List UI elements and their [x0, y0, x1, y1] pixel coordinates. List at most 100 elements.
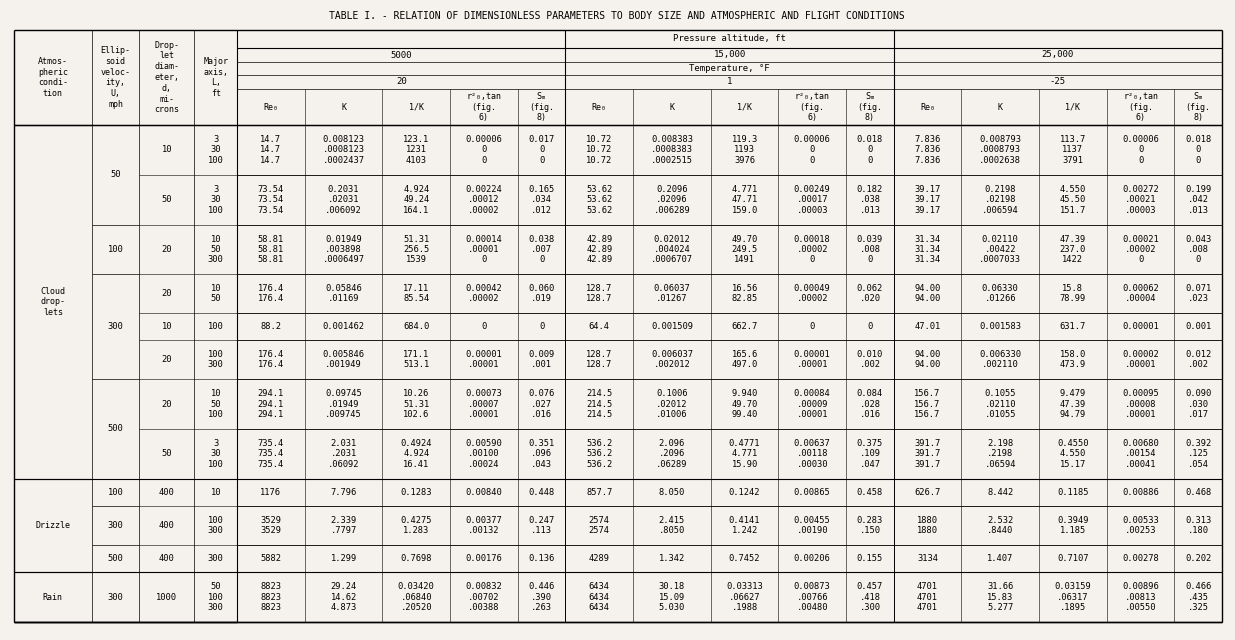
Text: r²₀,tan
(fig.
6): r²₀,tan (fig. 6)	[1123, 92, 1158, 122]
Text: 10.72
10.72
10.72: 10.72 10.72 10.72	[587, 135, 613, 165]
Text: 0.2031
.02031
.006092: 0.2031 .02031 .006092	[325, 185, 362, 214]
Text: 100: 100	[107, 488, 124, 497]
Text: 2574
2574: 2574 2574	[589, 516, 610, 535]
Text: 16.56
82.85: 16.56 82.85	[731, 284, 758, 303]
Text: 0.00873
.00766
.00480: 0.00873 .00766 .00480	[794, 582, 831, 612]
Text: 0.00073
.00007
.00001: 0.00073 .00007 .00001	[466, 389, 503, 419]
Text: Rain: Rain	[43, 593, 63, 602]
Text: 0.00840: 0.00840	[466, 488, 503, 497]
Text: 2.031
.2031
.06092: 2.031 .2031 .06092	[327, 439, 359, 468]
Text: Re₀: Re₀	[920, 102, 935, 111]
Text: 0.00832
.00702
.00388: 0.00832 .00702 .00388	[466, 582, 503, 612]
Text: 1/K: 1/K	[737, 102, 752, 111]
Text: 0.00896
.00813
.00550: 0.00896 .00813 .00550	[1123, 582, 1158, 612]
Text: 2.415
.8050: 2.415 .8050	[658, 516, 685, 535]
Text: 0.00006
0
0: 0.00006 0 0	[794, 135, 831, 165]
Text: 1/K: 1/K	[1066, 102, 1081, 111]
Text: 400: 400	[159, 521, 175, 530]
Text: 0.039
.008
0: 0.039 .008 0	[857, 235, 883, 264]
Text: 214.5
214.5
214.5: 214.5 214.5 214.5	[587, 389, 613, 419]
Text: 2.198
.2198
.06594: 2.198 .2198 .06594	[984, 439, 1016, 468]
Text: 64.4: 64.4	[589, 323, 610, 332]
Text: 0: 0	[538, 323, 545, 332]
Text: 15.8
78.99: 15.8 78.99	[1060, 284, 1086, 303]
Text: 0: 0	[867, 323, 872, 332]
Text: 0.00006
0
0: 0.00006 0 0	[466, 135, 503, 165]
Text: 0.1242: 0.1242	[729, 488, 761, 497]
Text: 4701
4701
4701: 4701 4701 4701	[918, 582, 939, 612]
Text: 0.00206: 0.00206	[794, 554, 831, 563]
Text: 735.4
735.4
735.4: 735.4 735.4 735.4	[258, 439, 284, 468]
Text: 0.458: 0.458	[857, 488, 883, 497]
Text: 0.084
.028
.016: 0.084 .028 .016	[857, 389, 883, 419]
Text: 39.17
39.17
39.17: 39.17 39.17 39.17	[914, 185, 941, 214]
Text: 0.165
.034
.012: 0.165 .034 .012	[529, 185, 555, 214]
Text: 0.446
.390
.263: 0.446 .390 .263	[529, 582, 555, 612]
Text: 0.00042
.00002: 0.00042 .00002	[466, 284, 503, 303]
Text: K: K	[998, 102, 1003, 111]
Text: 0.00001
.00001: 0.00001 .00001	[466, 350, 503, 369]
Text: 0.155: 0.155	[857, 554, 883, 563]
Text: K: K	[341, 102, 346, 111]
Text: 31.66
15.83
5.277: 31.66 15.83 5.277	[987, 582, 1014, 612]
Text: Re₀: Re₀	[263, 102, 278, 111]
Text: 7.796: 7.796	[331, 488, 357, 497]
Text: 0.008123
.0008123
.0002437: 0.008123 .0008123 .0002437	[322, 135, 364, 165]
Text: 0.00533
.00253: 0.00533 .00253	[1123, 516, 1158, 535]
Text: 1/K: 1/K	[409, 102, 424, 111]
Text: 42.89
42.89
42.89: 42.89 42.89 42.89	[587, 235, 613, 264]
Text: 4.771
47.71
159.0: 4.771 47.71 159.0	[731, 185, 758, 214]
Text: 3
30
100: 3 30 100	[207, 185, 224, 214]
Text: 0.7107: 0.7107	[1057, 554, 1088, 563]
Text: 0.466
.435
.325: 0.466 .435 .325	[1186, 582, 1212, 612]
Text: Atmos-
pheric
condi-
tion: Atmos- pheric condi- tion	[38, 57, 68, 98]
Text: 158.0
473.9: 158.0 473.9	[1060, 350, 1086, 369]
Text: 0.375
.109
.047: 0.375 .109 .047	[857, 439, 883, 468]
Text: 0.017
0
0: 0.017 0 0	[529, 135, 555, 165]
Text: 7.836
7.836
7.836: 7.836 7.836 7.836	[914, 135, 941, 165]
Text: 0.043
.008
0: 0.043 .008 0	[1186, 235, 1212, 264]
Text: 14.7
14.7
14.7: 14.7 14.7 14.7	[261, 135, 282, 165]
Text: 0.00176: 0.00176	[466, 554, 503, 563]
Text: 0: 0	[810, 323, 815, 332]
Text: 300: 300	[107, 521, 124, 530]
Text: 684.0: 684.0	[403, 323, 430, 332]
Text: 0.09745
.01949
.009745: 0.09745 .01949 .009745	[325, 389, 362, 419]
Text: 500: 500	[107, 554, 124, 563]
Text: 47.01: 47.01	[914, 323, 941, 332]
Text: 0.313
.180: 0.313 .180	[1186, 516, 1212, 535]
Text: 536.2
536.2
536.2: 536.2 536.2 536.2	[587, 439, 613, 468]
Text: 113.7
1137
3791: 113.7 1137 3791	[1060, 135, 1086, 165]
Text: 626.7: 626.7	[914, 488, 941, 497]
Text: 0.4550
4.550
15.17: 0.4550 4.550 15.17	[1057, 439, 1088, 468]
Text: 0.4924
4.924
16.41: 0.4924 4.924 16.41	[400, 439, 432, 468]
Text: 0.06037
.01267: 0.06037 .01267	[653, 284, 690, 303]
Text: 4.550
45.50
151.7: 4.550 45.50 151.7	[1060, 185, 1086, 214]
Text: 0.005846
.001949: 0.005846 .001949	[322, 350, 364, 369]
Text: 15,000: 15,000	[714, 51, 746, 60]
Text: 25,000: 25,000	[1041, 51, 1074, 60]
Text: Drop-
let
diam-
eter,
d,
mi-
crons: Drop- let diam- eter, d, mi- crons	[154, 41, 179, 115]
Text: 0.00249
.00017
.00003: 0.00249 .00017 .00003	[794, 185, 831, 214]
Text: 176.4
176.4: 176.4 176.4	[258, 284, 284, 303]
Text: 88.2: 88.2	[261, 323, 282, 332]
Text: 2.339
.7797: 2.339 .7797	[331, 516, 357, 535]
Text: 391.7
391.7
391.7: 391.7 391.7 391.7	[914, 439, 941, 468]
Text: 0.2096
.02096
.006289: 0.2096 .02096 .006289	[653, 185, 690, 214]
Text: 0.2198
.02198
.006594: 0.2198 .02198 .006594	[982, 185, 1019, 214]
Text: 128.7
128.7: 128.7 128.7	[587, 284, 613, 303]
Text: 1000: 1000	[157, 593, 178, 602]
Text: 300: 300	[207, 554, 224, 563]
Text: 10
50
300: 10 50 300	[207, 235, 224, 264]
Text: 1: 1	[727, 77, 732, 86]
Text: 0.02110
.00422
.0007033: 0.02110 .00422 .0007033	[979, 235, 1021, 264]
Text: 0.001462: 0.001462	[322, 323, 364, 332]
Text: Major
axis,
L,
ft: Major axis, L, ft	[204, 57, 228, 98]
Text: 1.299: 1.299	[331, 554, 357, 563]
Text: 0.7452: 0.7452	[729, 554, 761, 563]
Text: TABLE I. - RELATION OF DIMENSIONLESS PARAMETERS TO BODY SIZE AND ATMOSPHERIC AND: TABLE I. - RELATION OF DIMENSIONLESS PAR…	[329, 11, 905, 21]
Text: 100
300: 100 300	[207, 516, 224, 535]
Text: 100
300: 100 300	[207, 350, 224, 369]
Text: 0.001583: 0.001583	[979, 323, 1021, 332]
Text: 0.01949
.003898
.0006497: 0.01949 .003898 .0006497	[322, 235, 364, 264]
